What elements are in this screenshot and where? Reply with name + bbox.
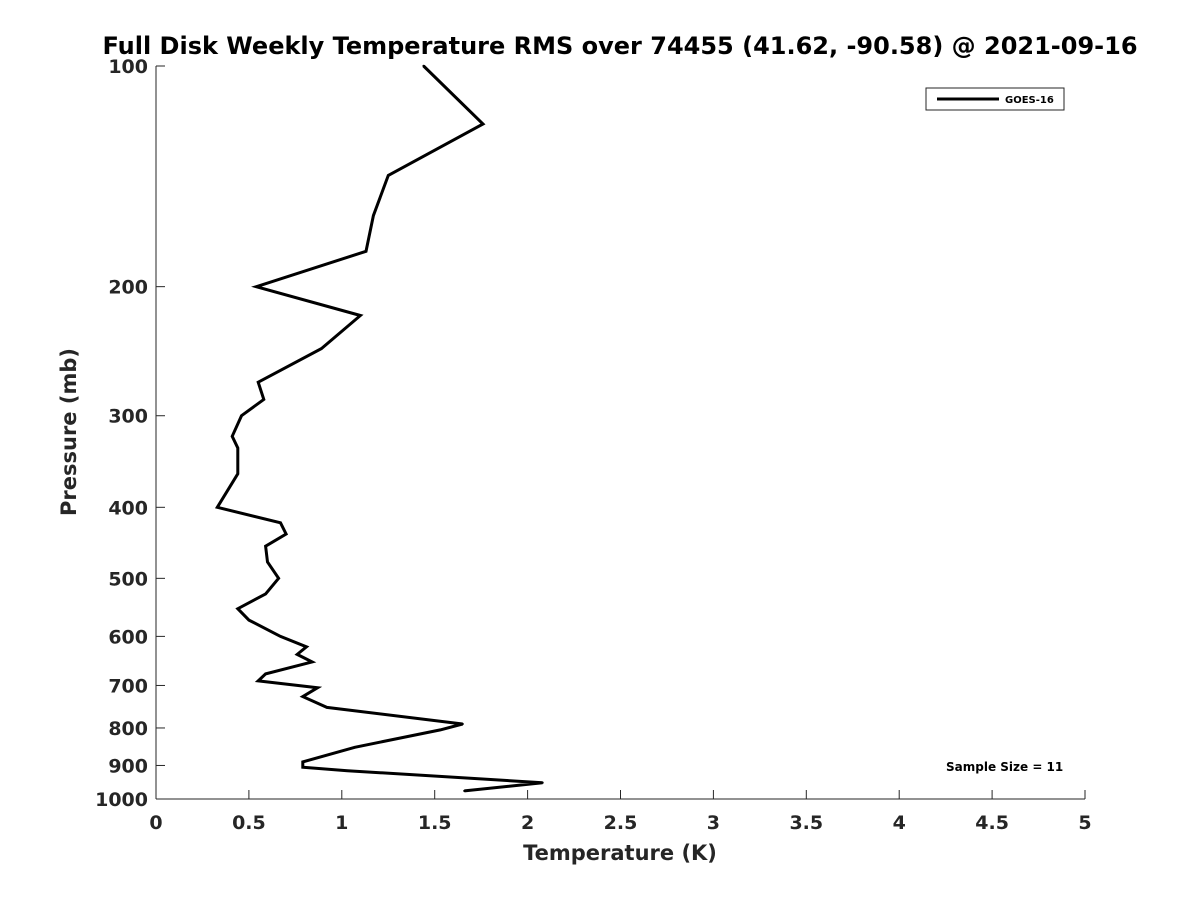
data-point	[279, 635, 282, 638]
x-axis-label: Temperature (K)	[523, 841, 717, 865]
data-point	[320, 347, 323, 350]
y-tick-label: 900	[108, 755, 148, 777]
data-point	[277, 577, 280, 580]
x-tick-label: 4	[893, 812, 906, 834]
data-point	[481, 122, 485, 126]
y-tick-label: 300	[108, 406, 148, 428]
x-tick-label: 5	[1078, 812, 1091, 834]
y-tick-label: 400	[108, 497, 148, 519]
data-point	[247, 618, 251, 622]
data-point	[325, 706, 329, 709]
x-tick-label: 0	[149, 812, 162, 834]
data-point	[387, 174, 390, 177]
data-point	[346, 769, 349, 772]
data-point	[296, 653, 299, 656]
data-point	[231, 435, 234, 438]
y-tick-label: 100	[108, 56, 148, 78]
data-point	[316, 686, 319, 689]
x-tick-label: 3.5	[789, 812, 823, 834]
data-point	[236, 446, 239, 450]
data-point	[353, 746, 356, 749]
sample-size-annotation: Sample Size = 11	[946, 760, 1063, 774]
y-tick-label: 200	[108, 277, 148, 299]
data-point	[262, 398, 265, 401]
x-tick-label: 2	[521, 812, 534, 834]
data-point	[266, 560, 269, 564]
data-point	[257, 679, 260, 683]
data-point	[301, 695, 304, 698]
legend-label-goes-16: GOES-16	[1005, 95, 1054, 106]
data-point	[463, 789, 466, 793]
x-tick-label: 0.5	[232, 812, 266, 834]
y-ticks: 100 200 300 400 500 600 700 800 900 1000	[95, 56, 165, 811]
y-tick-label: 500	[108, 568, 148, 590]
y-tick-label: 800	[108, 718, 148, 740]
x-tick-label: 4.5	[975, 812, 1009, 834]
data-point	[372, 214, 375, 217]
data-point	[236, 607, 239, 610]
chart-title: Full Disk Weekly Temperature RMS over 74…	[102, 32, 1137, 60]
data-point	[264, 592, 267, 596]
data-point	[264, 672, 267, 676]
x-ticks: 0 0.5 1 1.5 2 2.5 3 3.5 4 4.5 5	[149, 790, 1092, 834]
y-tick-label: 1000	[95, 789, 148, 811]
data-point	[541, 781, 544, 784]
series-layer	[214, 64, 544, 793]
data-point	[236, 472, 239, 475]
x-tick-label: 1	[335, 812, 348, 834]
data-point	[240, 414, 243, 417]
data-point	[264, 545, 267, 548]
data-point	[305, 645, 308, 648]
x-tick-label: 3	[707, 812, 720, 834]
legend: GOES-16	[925, 87, 1065, 111]
data-point	[310, 660, 314, 664]
data-point	[301, 760, 304, 764]
data-point	[257, 381, 260, 384]
x-tick-label: 2.5	[604, 812, 638, 834]
y-tick-label: 600	[108, 626, 148, 648]
data-point	[364, 250, 368, 253]
data-point	[284, 532, 288, 536]
data-point	[279, 521, 282, 524]
data-point	[255, 285, 258, 288]
data-point	[216, 506, 219, 509]
y-tick-label: 700	[108, 675, 148, 697]
data-point	[439, 728, 442, 732]
data-point	[359, 314, 362, 317]
x-tick-label: 1.5	[418, 812, 452, 834]
data-point	[461, 722, 464, 726]
y-axis-label: Pressure (mb)	[57, 348, 81, 516]
data-point	[422, 64, 425, 68]
series-line-goes-16	[214, 64, 543, 793]
axes	[155, 66, 1085, 800]
data-point	[301, 766, 304, 769]
